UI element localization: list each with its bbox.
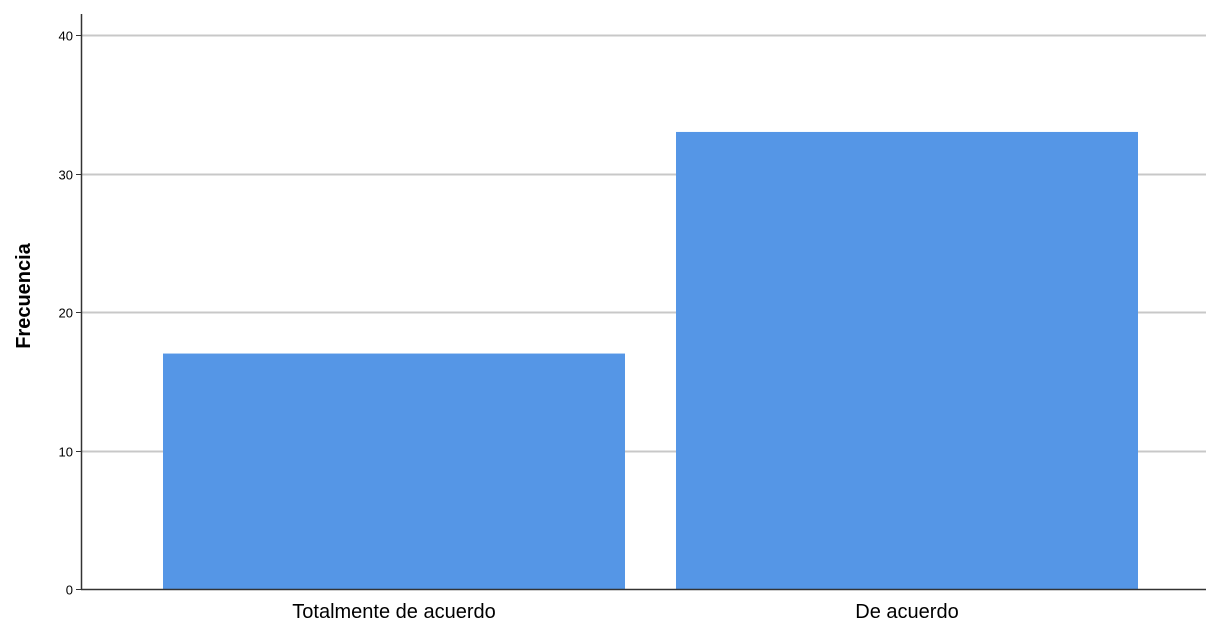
y-axis-title: Frecuencia xyxy=(13,242,35,348)
y-tick-label-30: 30 xyxy=(59,168,73,183)
y-tick-label-20: 20 xyxy=(59,306,73,321)
bars xyxy=(163,131,1138,589)
y-tick-label-10: 10 xyxy=(59,445,73,460)
labels: 0 10 20 30 40 Totalmente de acuerdo De acuerdo xyxy=(59,29,959,624)
axes xyxy=(76,14,1206,591)
y-tick-label-0: 0 xyxy=(66,583,73,598)
y-tick-label-40: 40 xyxy=(59,29,73,44)
bar-1 xyxy=(163,353,625,589)
x-category-label-2: De acuerdo xyxy=(855,601,958,623)
x-category-label-1: Totalmente de acuerdo xyxy=(292,601,495,623)
bar-2 xyxy=(676,131,1138,589)
